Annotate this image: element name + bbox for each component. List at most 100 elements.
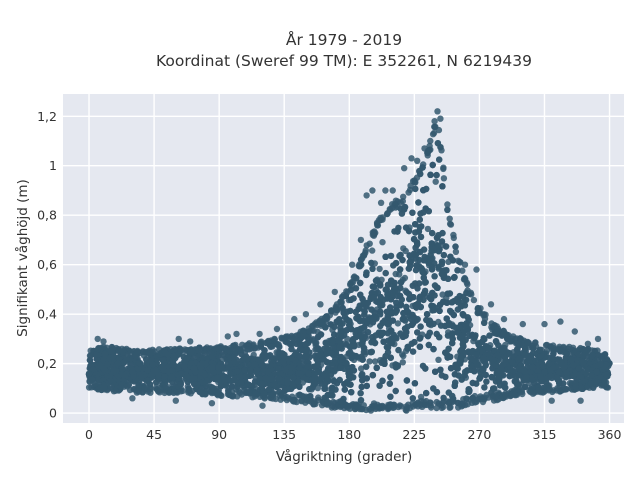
- data-point: [347, 296, 354, 303]
- data-point: [372, 332, 379, 339]
- data-point: [361, 308, 368, 315]
- data-point: [447, 253, 454, 260]
- data-point: [514, 345, 521, 353]
- data-point: [359, 356, 366, 363]
- data-point: [401, 317, 409, 324]
- data-point: [570, 361, 577, 369]
- data-point: [515, 372, 522, 379]
- data-point: [338, 355, 346, 363]
- data-point: [369, 371, 377, 379]
- data-point: [555, 368, 563, 376]
- data-point: [432, 178, 439, 185]
- data-point: [383, 295, 391, 302]
- chart-title-line1: År 1979 - 2019: [286, 30, 402, 49]
- data-point: [431, 273, 438, 280]
- data-point: [240, 356, 247, 363]
- data-point: [400, 352, 407, 360]
- data-point: [371, 358, 379, 365]
- data-point: [382, 269, 389, 277]
- data-point: [442, 349, 449, 356]
- data-point: [392, 361, 399, 368]
- data-point: [393, 335, 400, 342]
- data-point: [427, 295, 435, 303]
- data-point: [380, 329, 387, 337]
- data-point: [366, 358, 373, 365]
- data-point: [451, 382, 458, 389]
- data-point: [328, 362, 335, 369]
- data-point: [369, 247, 376, 254]
- data-point: [237, 373, 244, 380]
- data-point: [429, 303, 437, 310]
- data-point: [329, 336, 336, 343]
- data-point: [389, 293, 396, 300]
- data-point: [368, 306, 375, 313]
- data-point: [358, 383, 365, 391]
- data-point: [443, 267, 450, 274]
- data-point: [499, 361, 507, 368]
- data-point: [349, 364, 356, 371]
- data-point: [387, 354, 394, 361]
- data-point: [369, 265, 376, 272]
- data-point: [429, 229, 436, 237]
- data-point: [416, 216, 423, 223]
- data-point: [403, 377, 411, 384]
- data-point: [416, 335, 423, 342]
- data-point: [546, 360, 553, 367]
- data-point: [437, 366, 444, 373]
- data-point: [433, 171, 440, 179]
- data-point: [368, 259, 375, 267]
- data-point: [387, 374, 394, 381]
- data-point: [268, 376, 275, 383]
- data-point: [314, 368, 321, 376]
- data-point: [411, 380, 419, 387]
- data-point: [221, 377, 228, 384]
- data-point: [397, 302, 404, 309]
- data-point: [541, 368, 548, 376]
- data-point: [324, 367, 331, 374]
- data-point: [355, 313, 362, 321]
- data-point: [452, 361, 459, 368]
- data-point: [384, 320, 391, 328]
- data-point: [265, 386, 273, 393]
- data-point: [415, 228, 423, 235]
- data-point: [412, 185, 419, 193]
- data-point: [405, 388, 413, 395]
- data-point: [222, 382, 230, 389]
- data-point: [443, 315, 450, 322]
- data-point: [134, 365, 142, 372]
- data-point: [352, 352, 360, 360]
- data-point: [129, 369, 136, 376]
- data-point: [435, 356, 442, 363]
- data-point: [442, 243, 450, 250]
- data-point: [492, 361, 500, 369]
- data-point: [379, 319, 386, 327]
- data-point: [302, 341, 309, 348]
- data-point: [429, 289, 436, 297]
- data-point: [418, 223, 425, 230]
- data-point: [413, 239, 421, 246]
- data-point: [395, 346, 402, 354]
- data-point: [322, 380, 329, 387]
- data-point: [304, 376, 311, 383]
- data-point: [413, 262, 420, 269]
- data-point: [314, 345, 322, 352]
- data-point: [383, 308, 391, 315]
- data-point: [377, 311, 384, 318]
- data-point: [414, 316, 421, 323]
- data-point: [388, 277, 395, 284]
- data-point: [420, 187, 427, 194]
- data-point: [416, 343, 424, 350]
- data-point: [509, 359, 516, 366]
- data-point: [373, 364, 380, 371]
- data-point: [465, 316, 472, 323]
- data-points: [85, 108, 613, 414]
- data-point: [345, 317, 352, 324]
- data-point: [394, 228, 401, 235]
- chart-title-line2: Koordinat (Sweref 99 TM): E 352261, N 62…: [156, 52, 532, 70]
- data-point: [486, 332, 493, 339]
- data-point: [256, 375, 264, 382]
- data-point: [409, 395, 416, 402]
- data-point: [340, 309, 347, 317]
- data-point: [363, 363, 370, 370]
